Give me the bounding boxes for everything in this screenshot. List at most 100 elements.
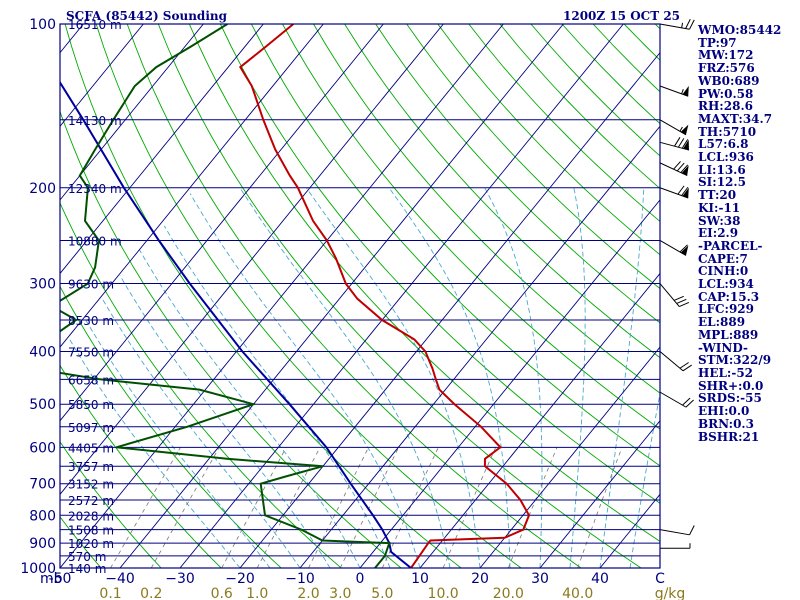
temperature-tick: -50 <box>49 571 72 587</box>
chart-datetime: 1200Z 15 OCT 25 <box>563 9 681 23</box>
index-item: CINH:0 <box>698 264 749 279</box>
height-label: 2572 m <box>68 494 114 508</box>
pressure-label: 100 <box>29 17 56 33</box>
temperature-tick: 10 <box>411 571 429 587</box>
index-item: SHR+:0.0 <box>698 378 764 393</box>
temperature-tick: 30 <box>531 571 549 587</box>
isotherm <box>359 199 660 568</box>
index-item: FRZ:576 <box>698 61 755 76</box>
temperature-tick: 20 <box>471 571 489 587</box>
height-label: 1508 m <box>68 524 114 538</box>
isotherm <box>479 346 660 568</box>
wind-barb <box>659 240 689 256</box>
temperature-tick: 0 <box>356 571 365 587</box>
mixing-ratio-tick: 2.0 <box>297 586 319 600</box>
isotherm <box>539 420 660 568</box>
isotherms <box>0 24 660 568</box>
pressure-label: 500 <box>29 397 56 413</box>
moist-adiabat <box>163 225 391 568</box>
isotherm <box>60 24 324 348</box>
index-item: PW:0.58 <box>698 86 754 101</box>
height-label: 12340 m <box>68 182 122 196</box>
wind-barbs <box>659 18 695 549</box>
mixing-ratio-line <box>507 447 558 568</box>
height-label: 9630 m <box>68 278 114 292</box>
mixing-ratio-tick: 5.0 <box>371 586 393 600</box>
wind-barb <box>660 543 691 549</box>
temperature-tick: −20 <box>225 571 255 587</box>
moist-adiabat <box>239 187 451 568</box>
parcel-trace <box>60 80 412 568</box>
wind-barb <box>659 18 695 30</box>
index-item: WMO:85442 <box>698 23 782 37</box>
moist-adiabats <box>69 187 660 568</box>
index-item: CAP:15.3 <box>698 289 760 304</box>
isotherm <box>119 24 564 568</box>
isotherm <box>0 24 23 568</box>
height-label: 8530 m <box>68 314 114 328</box>
pressure-unit-label: mb <box>40 571 63 587</box>
dry-adiabats <box>60 24 660 568</box>
height-label: 3152 m <box>68 478 114 492</box>
wind-barb <box>659 525 695 536</box>
temperature-tick: −40 <box>105 571 135 587</box>
index-item: LFC:929 <box>698 302 754 317</box>
pressure-label: 700 <box>29 477 56 493</box>
index-item: SI:12.5 <box>698 175 746 190</box>
moist-adiabat <box>599 187 645 568</box>
height-label: 3757 m <box>68 460 114 474</box>
height-label: 4405 m <box>68 441 114 455</box>
dry-adiabat <box>219 24 660 504</box>
isobars <box>60 24 660 568</box>
height-label: 1020 m <box>68 537 114 551</box>
isotherm <box>179 24 624 568</box>
index-item: HEL:-52 <box>698 365 754 380</box>
mixing-ratio-tick: 1.0 <box>246 586 268 600</box>
isotherm <box>239 51 660 568</box>
index-item: TH:5710 <box>698 124 757 139</box>
height-label: 14130 m <box>68 114 122 128</box>
pressure-label: 200 <box>29 181 56 197</box>
index-item: TP:97 <box>698 35 737 50</box>
pressure-label: 900 <box>29 536 56 552</box>
moist-adiabat <box>69 339 241 568</box>
index-item: KI:-11 <box>698 200 741 215</box>
index-item: MW:172 <box>698 48 754 63</box>
temperature-unit-label: C <box>655 571 665 587</box>
mixing-ratio-tick: 20.0 <box>493 586 524 600</box>
moist-adiabat <box>139 249 361 568</box>
sounding-profiles <box>60 24 531 568</box>
index-item: MAXT:34.7 <box>698 111 773 126</box>
pressure-label: 1000 <box>20 561 56 577</box>
dry-adiabat <box>95 24 522 568</box>
temperature-trace <box>238 24 531 568</box>
index-item: WB0:689 <box>698 73 760 88</box>
index-item: EL:889 <box>698 315 746 330</box>
height-label: 140 m <box>68 562 106 576</box>
mixing-ratio-line <box>577 447 623 568</box>
wind-barb <box>659 283 690 307</box>
index-item: -PARCEL- <box>698 238 763 253</box>
index-item: SW:38 <box>698 213 741 228</box>
index-item: LCL:934 <box>698 277 754 292</box>
height-label: 5097 m <box>68 421 114 435</box>
height-label: 570 m <box>68 550 106 564</box>
mixing-ratio-tick: 0.1 <box>99 586 121 600</box>
pressure-label: 600 <box>29 440 56 456</box>
wind-barb <box>659 185 689 199</box>
index-item: RH:28.6 <box>698 99 753 114</box>
wind-barb <box>659 161 689 176</box>
height-label: 5850 m <box>68 398 114 412</box>
moist-adiabat <box>484 187 543 568</box>
wind-barb <box>659 85 689 97</box>
height-label: 10880 m <box>68 234 122 248</box>
wind-barb <box>659 137 690 151</box>
index-item: EI:2.9 <box>698 226 739 241</box>
plot-border <box>59 23 661 569</box>
mixing-ratio-tick: 3.0 <box>329 586 351 600</box>
wind-barb <box>659 391 694 408</box>
mixing-ratio-tick: 0.2 <box>140 586 162 600</box>
dry-adiabat <box>157 24 642 568</box>
moist-adiabat <box>101 298 301 568</box>
